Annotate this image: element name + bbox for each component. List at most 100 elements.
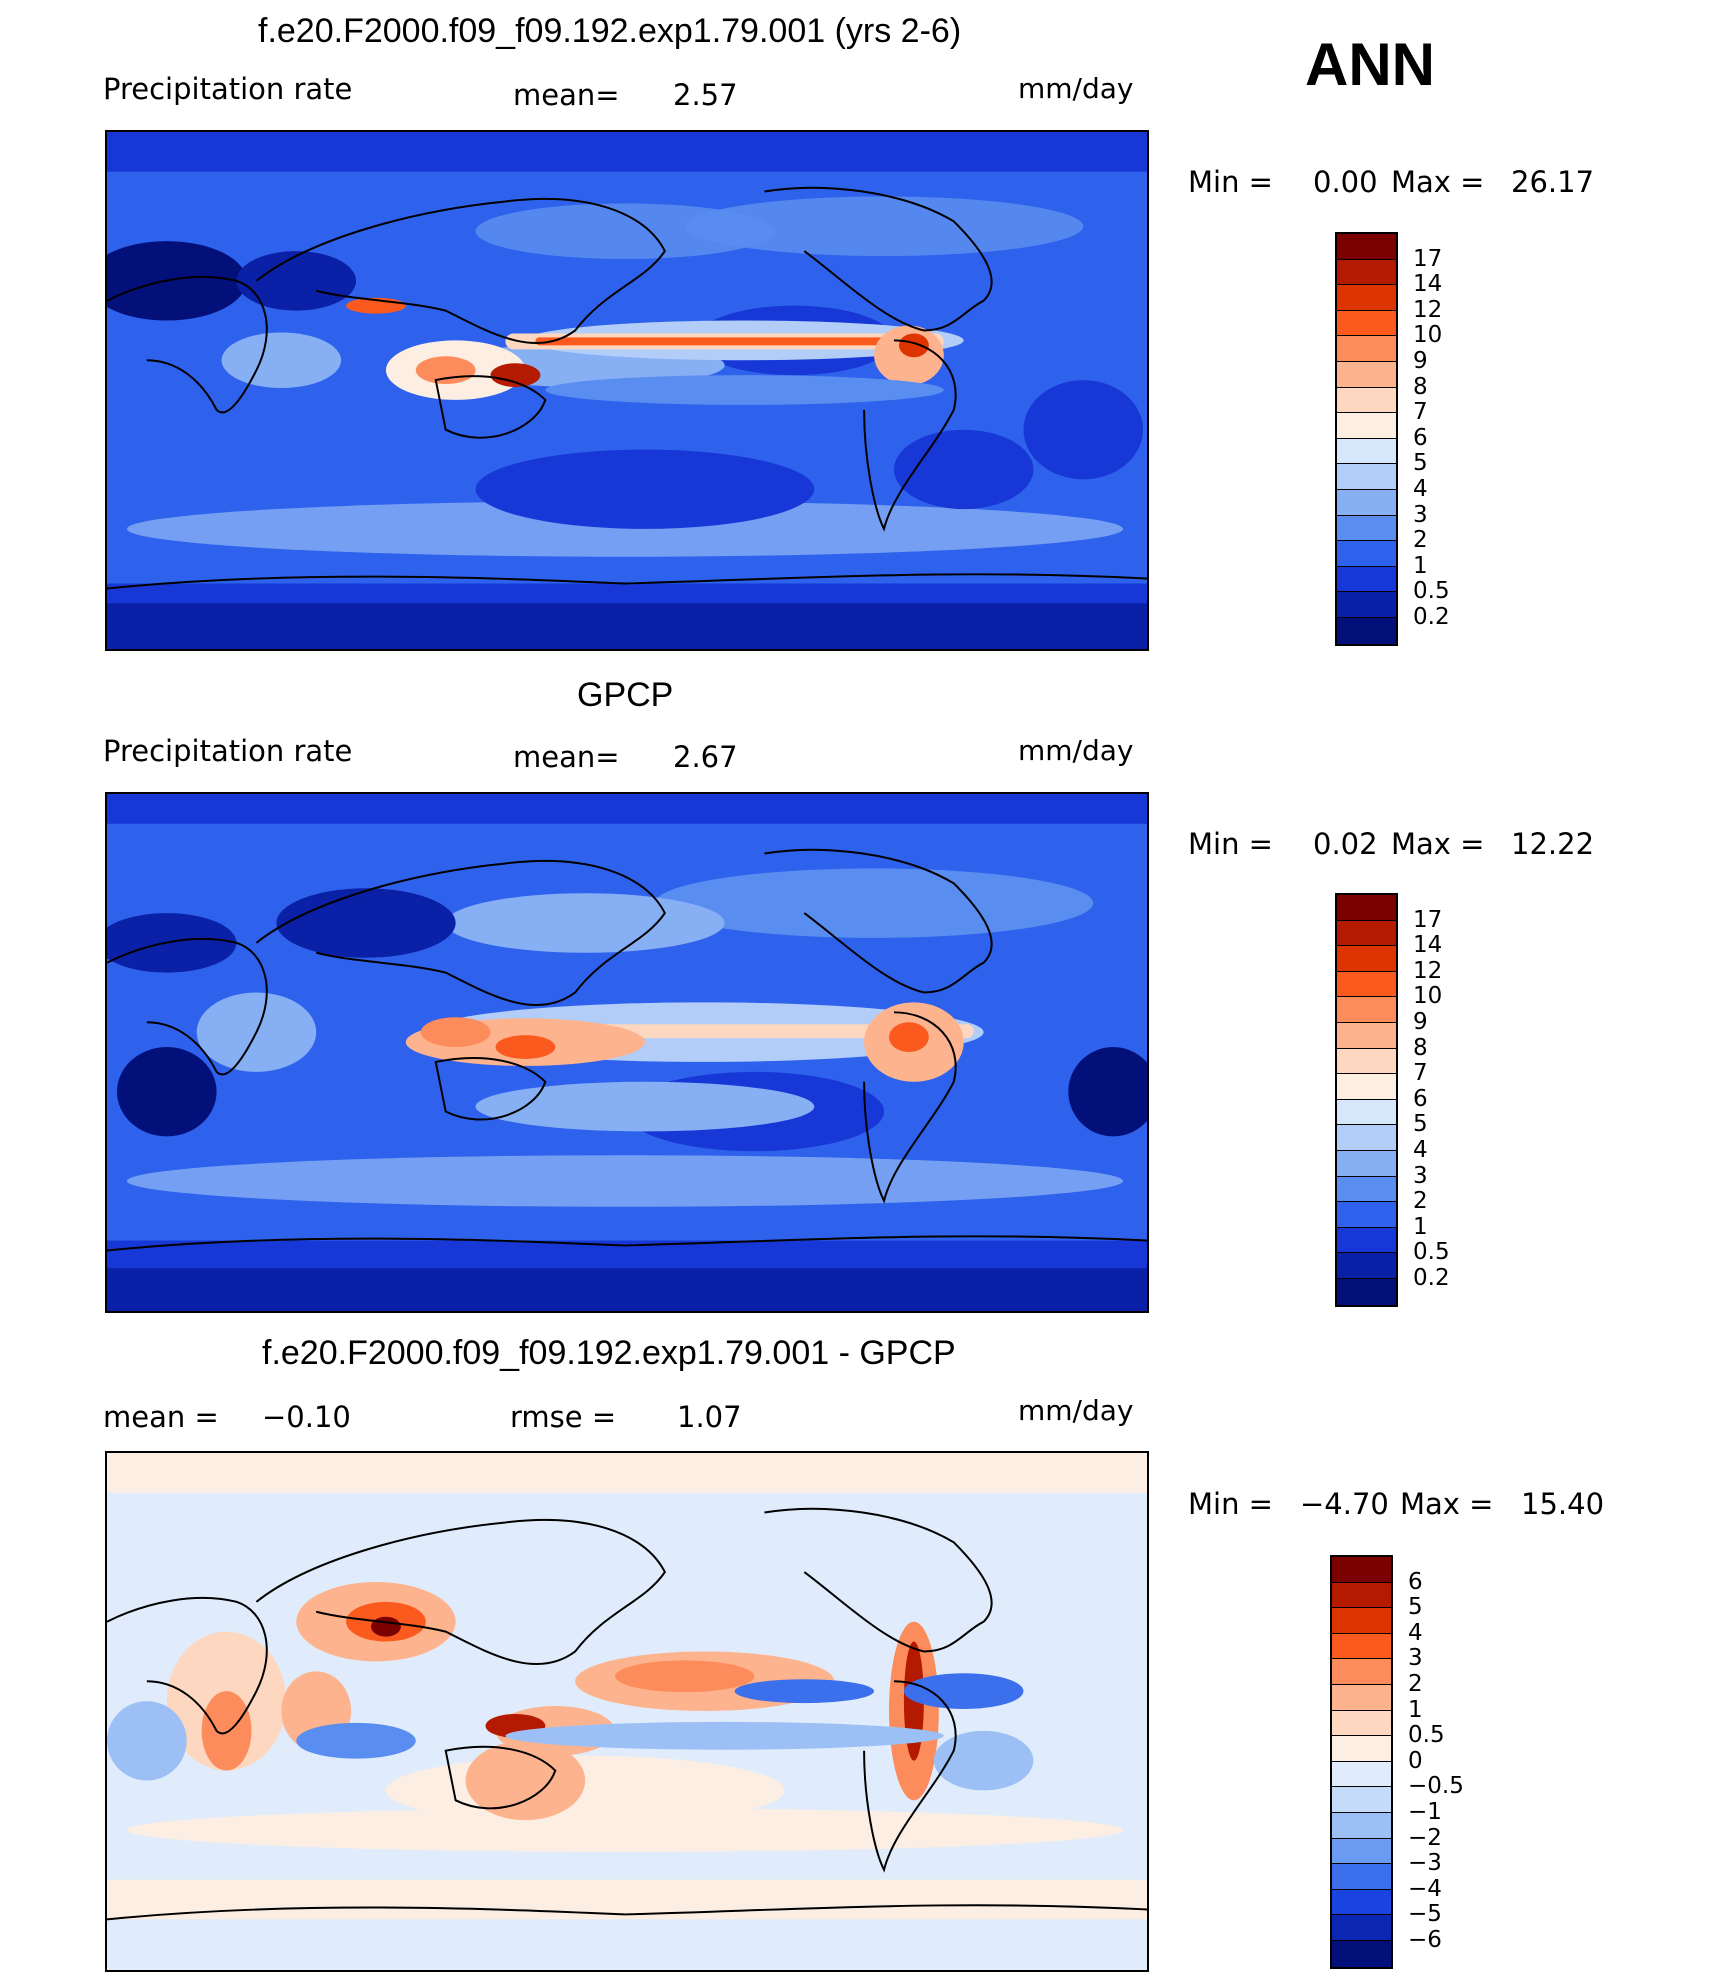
panel1-min-value: 0.00 <box>1313 165 1378 199</box>
panel3-title: f.e20.F2000.f09_f09.192.exp1.79.001 - GP… <box>262 1334 956 1372</box>
panel1-title: f.e20.F2000.f09_f09.192.exp1.79.001 (yrs… <box>258 12 962 50</box>
colorbar-swatch <box>1337 1202 1396 1228</box>
colorbar-level-label: −0.5 <box>1408 1773 1464 1800</box>
colorbar-level-label: 1 <box>1408 1696 1423 1723</box>
panel2-max-label: Max = <box>1391 827 1485 861</box>
colorbar-swatch <box>1332 1684 1391 1711</box>
colorbar-swatch <box>1332 1659 1391 1685</box>
colorbar-level-label: −5 <box>1408 1901 1442 1928</box>
panel2-mean-value: 2.67 <box>673 740 738 774</box>
colorbar-swatch <box>1337 946 1396 972</box>
colorbar-swatch <box>1337 1099 1396 1126</box>
colorbar-level-label: −1 <box>1408 1799 1442 1825</box>
colorbar-level-label: 4 <box>1413 1137 1428 1163</box>
colorbar-swatch <box>1337 1278 1396 1305</box>
colorbar-swatch <box>1332 1889 1391 1916</box>
panel1-units: mm/day <box>1018 72 1134 105</box>
colorbar-swatch <box>1337 259 1396 286</box>
colorbar-level-label: −4 <box>1408 1875 1442 1902</box>
colorbar-swatch <box>1337 1048 1396 1075</box>
colorbar-swatch <box>1337 336 1396 362</box>
colorbar-level-label: −3 <box>1408 1850 1442 1877</box>
colorbar-level-label: 12 <box>1413 957 1443 984</box>
panel3-difference-map <box>105 1451 1149 1972</box>
colorbar-swatch <box>1337 361 1396 388</box>
colorbar-swatch <box>1337 464 1396 490</box>
colorbar-swatch <box>1337 1176 1396 1203</box>
colorbar-level-label: 12 <box>1413 296 1443 323</box>
colorbar-level-label: 6 <box>1413 424 1428 451</box>
colorbar-level-label: 2 <box>1413 1188 1428 1215</box>
panel2-min-label: Min = <box>1188 827 1273 861</box>
panel3-colorbar <box>1330 1555 1393 1969</box>
colorbar-level-label: 1 <box>1413 552 1428 579</box>
panel3-mean-label: mean = <box>103 1400 219 1434</box>
colorbar-swatch <box>1337 438 1396 465</box>
panel3-max-value: 15.40 <box>1521 1487 1605 1521</box>
colorbar-swatch <box>1332 1736 1391 1762</box>
colorbar-level-label: 9 <box>1413 348 1428 374</box>
colorbar-swatch <box>1337 617 1396 644</box>
panel2-variable-label: Precipitation rate <box>103 734 353 768</box>
colorbar-swatch <box>1332 1608 1391 1634</box>
panel1-mean-value: 2.57 <box>673 78 738 112</box>
panel1-max-label: Max = <box>1391 165 1485 199</box>
panel3-max-label: Max = <box>1400 1487 1494 1521</box>
colorbar-level-label: 1 <box>1413 1213 1428 1240</box>
colorbar-swatch <box>1337 895 1396 921</box>
colorbar-level-label: 2 <box>1413 527 1428 554</box>
panel2-colorbar <box>1335 893 1398 1307</box>
colorbar-level-label: 5 <box>1413 1111 1428 1138</box>
colorbar-swatch <box>1337 541 1396 567</box>
colorbar-level-label: 0.5 <box>1408 1722 1445 1749</box>
colorbar-swatch <box>1332 1787 1391 1813</box>
colorbar-swatch <box>1332 1915 1391 1941</box>
colorbar-level-label: 6 <box>1413 1085 1428 1112</box>
panel1-precip-map <box>105 130 1149 651</box>
colorbar-swatch <box>1337 1150 1396 1177</box>
colorbar-level-label: 3 <box>1408 1645 1423 1672</box>
colorbar-level-label: 17 <box>1413 906 1443 933</box>
colorbar-level-label: 4 <box>1408 1619 1423 1646</box>
colorbar-swatch <box>1337 310 1396 337</box>
colorbar-level-label: 8 <box>1413 1034 1428 1061</box>
colorbar-swatch <box>1337 413 1396 439</box>
panel2-precip-map <box>105 792 1149 1313</box>
colorbar-swatch <box>1332 1864 1391 1890</box>
colorbar-level-label: 0.5 <box>1413 1239 1450 1266</box>
panel3-rmse-label: rmse = <box>510 1400 617 1434</box>
colorbar-level-label: 0.2 <box>1413 1265 1450 1291</box>
colorbar-level-label: 8 <box>1413 373 1428 400</box>
colorbar-swatch <box>1337 566 1396 593</box>
panel2-max-value: 12.22 <box>1511 827 1595 861</box>
colorbar-swatch <box>1337 489 1396 516</box>
colorbar-swatch <box>1337 997 1396 1023</box>
colorbar-level-label: 3 <box>1413 501 1428 528</box>
colorbar-swatch <box>1332 1582 1391 1609</box>
colorbar-level-label: 9 <box>1413 1009 1428 1035</box>
colorbar-level-label: −2 <box>1408 1824 1442 1851</box>
panel1-colorbar <box>1335 232 1398 646</box>
colorbar-swatch <box>1337 1022 1396 1049</box>
colorbar-swatch <box>1332 1761 1391 1788</box>
colorbar-swatch <box>1337 515 1396 542</box>
season-label: ANN <box>1305 31 1435 98</box>
colorbar-swatch <box>1332 1940 1391 1967</box>
panel2-min-value: 0.02 <box>1313 827 1378 861</box>
colorbar-level-label: 7 <box>1413 1060 1428 1087</box>
colorbar-swatch <box>1332 1633 1391 1660</box>
colorbar-level-label: 6 <box>1408 1568 1423 1595</box>
colorbar-swatch <box>1337 592 1396 618</box>
colorbar-level-label: 0.2 <box>1413 604 1450 630</box>
panel1-variable-label: Precipitation rate <box>103 72 353 106</box>
panel2-title: GPCP <box>577 676 674 714</box>
colorbar-swatch <box>1332 1557 1391 1583</box>
colorbar-level-label: 2 <box>1408 1671 1423 1697</box>
colorbar-swatch <box>1332 1710 1391 1737</box>
colorbar-swatch <box>1337 234 1396 260</box>
colorbar-level-label: 14 <box>1413 271 1443 298</box>
colorbar-level-label: 5 <box>1413 450 1428 477</box>
panel1-max-value: 26.17 <box>1511 165 1595 199</box>
panel3-units: mm/day <box>1018 1394 1134 1427</box>
colorbar-level-label: 10 <box>1413 322 1443 349</box>
